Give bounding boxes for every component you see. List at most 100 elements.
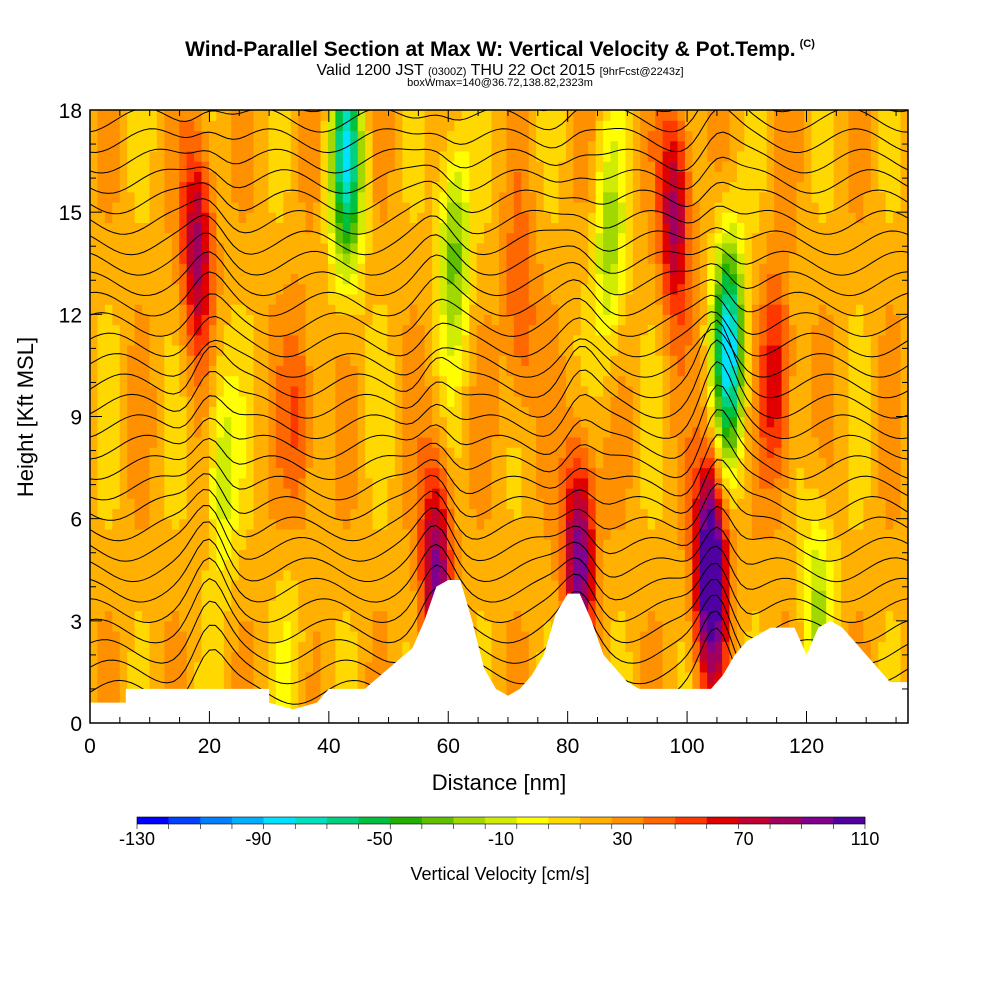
heatmap-cell (432, 253, 441, 264)
heatmap-cell (238, 304, 247, 315)
heatmap-cell (536, 508, 545, 520)
heatmap-cell (216, 631, 225, 642)
heatmap-cell (290, 273, 299, 285)
heatmap-cell (417, 488, 426, 499)
heatmap-cell (208, 181, 218, 193)
heatmap-cell (461, 559, 470, 571)
heatmap-cell (610, 130, 619, 142)
heatmap-cell (335, 569, 344, 581)
heatmap-cell (342, 477, 351, 489)
heatmap-cell (335, 620, 344, 632)
heatmap-cell (543, 436, 552, 448)
heatmap-cell (194, 651, 203, 663)
heatmap-cell (372, 324, 381, 336)
heatmap-cell (261, 293, 270, 305)
heatmap-cell (320, 161, 329, 172)
heatmap-cell (446, 212, 455, 223)
heatmap-cell (119, 396, 128, 407)
heatmap-cell (231, 222, 240, 234)
heatmap-cell (127, 631, 136, 642)
heatmap-cell (305, 130, 314, 142)
heatmap-cell (171, 140, 180, 152)
heatmap-cell (551, 528, 560, 540)
heatmap-cell (380, 120, 389, 132)
heatmap-cell (90, 671, 99, 683)
heatmap-cell (320, 314, 329, 326)
heatmap-cell (655, 549, 664, 561)
heatmap-cell (432, 263, 441, 275)
heatmap-cell (632, 263, 641, 275)
heatmap-cell (394, 620, 403, 632)
heatmap-cell (238, 416, 247, 428)
heatmap-cell (261, 671, 270, 683)
heatmap-cell (565, 110, 574, 121)
heatmap-cell (417, 304, 426, 315)
heatmap-cell (179, 426, 188, 438)
heatmap-cell (521, 375, 530, 387)
heatmap-cell (223, 314, 232, 326)
heatmap-cell (283, 212, 292, 223)
heatmap-cell (573, 140, 582, 152)
heatmap-cell (536, 334, 545, 346)
heatmap-cell (387, 263, 396, 275)
heatmap-cell (134, 212, 143, 223)
heatmap-cell (357, 406, 366, 418)
heatmap-cell (231, 355, 240, 367)
heatmap-cell (365, 610, 374, 622)
heatmap-cell (320, 620, 329, 632)
heatmap-cell (342, 150, 351, 162)
heatmap-cell (179, 191, 188, 203)
heatmap-cell (528, 385, 537, 397)
heatmap-cell (528, 579, 537, 591)
heatmap-cell (491, 120, 500, 132)
heatmap-cell (327, 447, 336, 458)
heatmap-cell (476, 314, 485, 326)
heatmap-cell (246, 651, 255, 663)
heatmap-cell (97, 375, 106, 387)
heatmap-cell (625, 477, 634, 489)
heatmap-cell (90, 661, 99, 673)
heatmap-cell (543, 222, 552, 234)
heatmap-cell (246, 641, 255, 653)
heatmap-cell (194, 130, 203, 142)
heatmap-cell (551, 293, 560, 305)
heatmap-cell (662, 579, 671, 591)
heatmap-cell (424, 447, 433, 458)
heatmap-cell (156, 488, 165, 499)
heatmap-cell (543, 477, 552, 489)
heatmap-cell (439, 488, 448, 499)
heatmap-cell (246, 120, 255, 132)
heatmap-cell (320, 488, 329, 499)
heatmap-cell (499, 355, 508, 367)
heatmap-cell (142, 600, 151, 612)
heatmap-cell (677, 671, 686, 683)
heatmap-cell (186, 528, 195, 540)
heatmap-cell (439, 110, 448, 121)
heatmap-cell (573, 314, 582, 326)
heatmap-cell (142, 671, 151, 683)
heatmap-cell (365, 651, 374, 663)
heatmap-cell (97, 651, 106, 663)
heatmap-cell (216, 171, 225, 183)
heatmap-cell (268, 682, 277, 693)
heatmap-cell (610, 263, 619, 275)
heatmap-cell (565, 375, 574, 387)
heatmap-cell (551, 161, 560, 172)
heatmap-cell (499, 436, 508, 448)
heatmap-cell (97, 140, 106, 152)
heatmap-cell (149, 661, 158, 673)
heatmap-cell (164, 477, 173, 489)
heatmap-cell (112, 232, 121, 244)
heatmap-cell (558, 191, 567, 203)
heatmap-cell (402, 569, 411, 581)
heatmap-cell (208, 161, 218, 172)
heatmap-cell (350, 477, 359, 489)
heatmap-cell (684, 222, 693, 234)
heatmap-cell (156, 661, 165, 673)
heatmap-cell (194, 569, 203, 581)
heatmap-cell (380, 232, 389, 244)
heatmap-cell (179, 150, 188, 162)
heatmap-cell (558, 579, 567, 591)
heatmap-cell (677, 641, 686, 653)
heatmap-cell (699, 283, 708, 295)
